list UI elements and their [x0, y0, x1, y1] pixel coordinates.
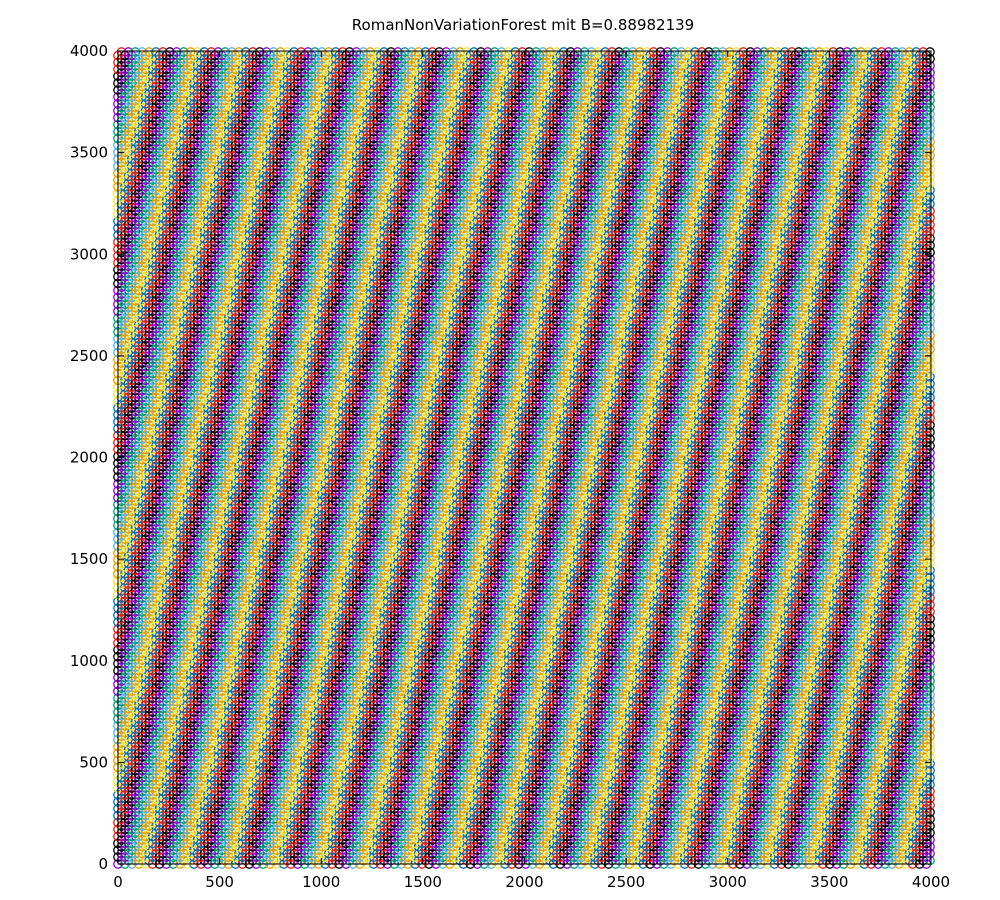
data-points — [114, 48, 934, 868]
chart-title: RomanNonVariationForest mit B=0.88982139 — [352, 16, 694, 34]
